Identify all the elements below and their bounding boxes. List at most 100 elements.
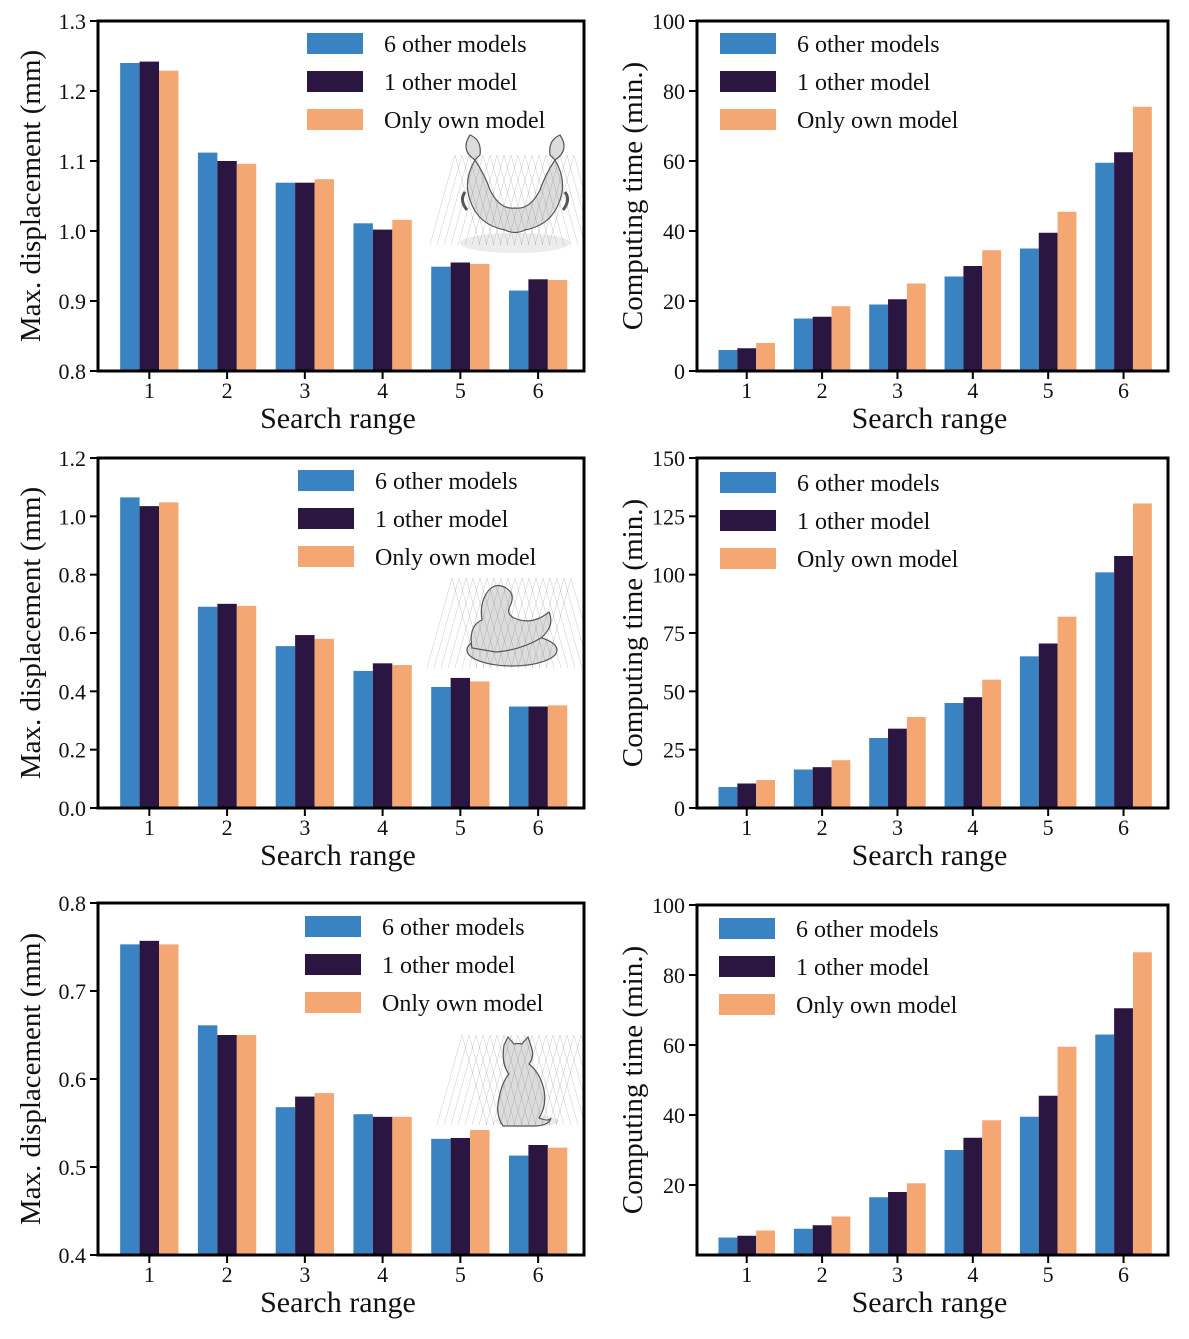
- x-axis-label: Search range: [260, 402, 416, 435]
- mesh-pelvis-mesh-icon: [531, 154, 558, 246]
- bar-1-other-model-3: [888, 728, 907, 808]
- chart-panel-4: 0 25 50 75 100 125 150 1 2 3 4 5 6 Search range Comput…: [617, 446, 1170, 872]
- legend-swatch: [305, 992, 361, 1013]
- legend: 6 other models 1 other model Only own mode…: [719, 917, 958, 1019]
- legend-label: Only own model: [375, 545, 537, 571]
- bar-1-other-model-3: [295, 635, 315, 808]
- bar-1-other-model-4: [372, 1116, 393, 1255]
- y-tick-label: 1.2: [59, 79, 87, 104]
- x-tick-label: 1: [741, 378, 752, 403]
- bar-6-other-models-4: [353, 223, 373, 371]
- mesh-pelvis-mesh-icon: [517, 154, 544, 246]
- y-tick-label: 1.2: [59, 446, 87, 471]
- bar-only-own-model-5: [470, 681, 490, 808]
- mesh-cat-mesh-icon: [545, 1034, 572, 1126]
- y-tick-label: 0: [674, 359, 685, 384]
- legend-label: 6 other models: [796, 917, 939, 943]
- mesh-duck-mesh-icon: [458, 577, 485, 669]
- mesh-pelvis-mesh-icon: [429, 154, 456, 246]
- x-tick-label: 4: [967, 1262, 978, 1287]
- x-tick-label: 4: [377, 815, 388, 840]
- plot-frame: [695, 19, 1170, 373]
- bar-only-own-model-4: [982, 250, 1002, 371]
- legend-label: Only own model: [384, 108, 546, 134]
- legend-label: 1 other model: [384, 70, 518, 96]
- bar-6-other-models-3: [275, 1107, 296, 1255]
- bar-6-other-models-3: [869, 304, 889, 371]
- legend-swatch: [298, 546, 354, 567]
- bar-6-other-models-5: [1019, 248, 1039, 371]
- x-tick-label: 2: [222, 815, 233, 840]
- mesh-duck-mesh-icon: [535, 577, 562, 669]
- mesh-cat-mesh-icon: [555, 1034, 582, 1126]
- bar-1-other-model-1: [139, 61, 160, 371]
- bar-only-own-model-3: [314, 179, 334, 371]
- bar-6-other-models-1: [718, 1237, 738, 1255]
- duck-mesh-icon: [426, 577, 584, 669]
- mesh-pelvis-mesh-icon: [559, 154, 584, 243]
- y-tick-label: 50: [663, 679, 685, 704]
- y-axis-label: Computing time (min.): [617, 946, 649, 1214]
- bar-1-other-model-5: [1038, 232, 1058, 371]
- mesh-duck-mesh-icon: [524, 577, 551, 669]
- mesh-duck-mesh-icon: [538, 577, 565, 669]
- bar-6-other-models-3: [275, 646, 296, 809]
- y-tick-label: 100: [652, 9, 685, 34]
- legend-swatch: [307, 33, 363, 54]
- legend-label: Only own model: [797, 547, 959, 573]
- bar-only-own-model-1: [756, 1230, 775, 1255]
- mesh-duck-mesh-icon: [433, 577, 460, 669]
- x-tick-label: 1: [144, 378, 155, 403]
- x-tick-label: 6: [1118, 815, 1129, 840]
- y-tick-label: 80: [663, 963, 685, 988]
- x-tick-label: 5: [455, 815, 466, 840]
- mesh-duck-mesh-icon: [493, 577, 520, 669]
- mesh-cat-mesh-icon: [538, 1034, 565, 1126]
- bar-1-other-model-2: [217, 1035, 237, 1255]
- bar-1-other-model-2: [812, 316, 832, 371]
- bar-only-own-model-3: [906, 1183, 926, 1255]
- mesh-cat-mesh-icon: [552, 1034, 579, 1126]
- legend-label: 6 other models: [384, 32, 527, 58]
- x-axis-label: Search range: [260, 1286, 416, 1319]
- mesh-cat-mesh-icon: [510, 1034, 537, 1126]
- mesh-pelvis-mesh-icon: [450, 154, 477, 246]
- y-tick-label: 0.6: [59, 621, 87, 646]
- bar-1-other-model-4: [963, 1137, 983, 1255]
- bar-6-other-models-2: [197, 606, 218, 808]
- mesh-duck-mesh-icon: [440, 577, 467, 669]
- bar-6-other-models-3: [869, 1197, 889, 1255]
- chart-panel-2: 0 20 40 60 80 100 1 2 3 4 5 6 Search range Computing …: [617, 9, 1170, 435]
- y-tick-label: 0.6: [59, 1067, 87, 1092]
- legend-label: 6 other models: [382, 915, 525, 941]
- y-tick-label: 0.8: [59, 563, 87, 588]
- bar-only-own-model-1: [159, 944, 179, 1255]
- x-tick-label: 4: [377, 378, 388, 403]
- x-tick-label: 3: [299, 378, 310, 403]
- mesh-pelvis-mesh-icon: [548, 154, 575, 246]
- bar-only-own-model-2: [831, 306, 851, 371]
- x-tick-label: 4: [967, 378, 978, 403]
- cat-body: [497, 1035, 552, 1127]
- bar-6-other-models-4: [944, 703, 964, 808]
- x-tick-label: 6: [1118, 1262, 1129, 1287]
- mesh-pelvis-mesh-icon: [454, 154, 481, 246]
- legend: 6 other models 1 other model Only own mode…: [305, 915, 544, 1017]
- legend-swatch: [298, 508, 354, 529]
- mesh-duck-mesh-icon: [521, 577, 548, 669]
- bar-1-other-model-2: [217, 161, 237, 371]
- bar-1-other-model-5: [450, 262, 471, 371]
- bar-6-other-models-5: [1019, 1116, 1039, 1255]
- mesh-pelvis-mesh-icon: [573, 154, 584, 192]
- legend-label: Only own model: [382, 991, 544, 1017]
- mesh-duck-mesh-icon: [542, 577, 569, 669]
- x-tick-label: 3: [299, 815, 310, 840]
- bar-1-other-model-3: [295, 182, 315, 371]
- mesh-cat-mesh-icon: [475, 1034, 502, 1126]
- y-tick-label: 20: [663, 1173, 685, 1198]
- mesh-pelvis-mesh-icon: [510, 154, 537, 246]
- legend-swatch: [305, 954, 361, 975]
- mesh-pelvis-mesh-icon: [538, 154, 565, 246]
- mesh-duck-mesh-icon: [447, 577, 474, 669]
